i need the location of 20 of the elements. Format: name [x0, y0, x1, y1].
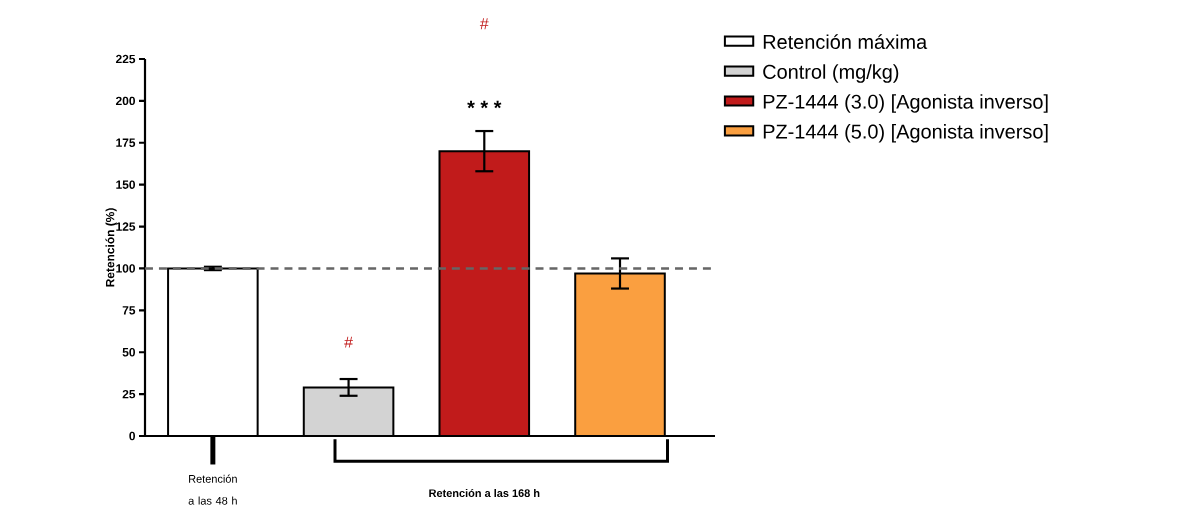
- y-tick-label: 50: [122, 347, 136, 357]
- annotation: #: [344, 336, 353, 348]
- annotation: * * *: [467, 100, 502, 109]
- y-tick-label: 175: [116, 138, 136, 147]
- legend-label: PZ-1444 (3.0) [Agonista inverso]: [763, 94, 1048, 113]
- y-tick-label: 125: [116, 222, 136, 231]
- y-tick-label: 150: [116, 180, 136, 189]
- legend-label: Control (mg/kg): [763, 64, 899, 83]
- legend-label: PZ-1444 (5.0) [Agonista inverso]: [763, 124, 1048, 143]
- text: Retención a las 48 h: [188, 474, 237, 505]
- y-tick-label: 75: [122, 306, 136, 315]
- legend-label: Retención máxima: [763, 34, 928, 50]
- y-tick-label: 25: [122, 389, 136, 399]
- y-tick-label: 100: [116, 264, 136, 273]
- y-tick-label: 225: [115, 54, 136, 64]
- y-tick-label: 200: [115, 96, 136, 106]
- y-tick-label: 0: [129, 431, 136, 441]
- y-axis-title: Retención (%): [105, 208, 117, 287]
- text: Retención a las 168 h: [429, 488, 540, 498]
- text: #: [479, 18, 489, 30]
